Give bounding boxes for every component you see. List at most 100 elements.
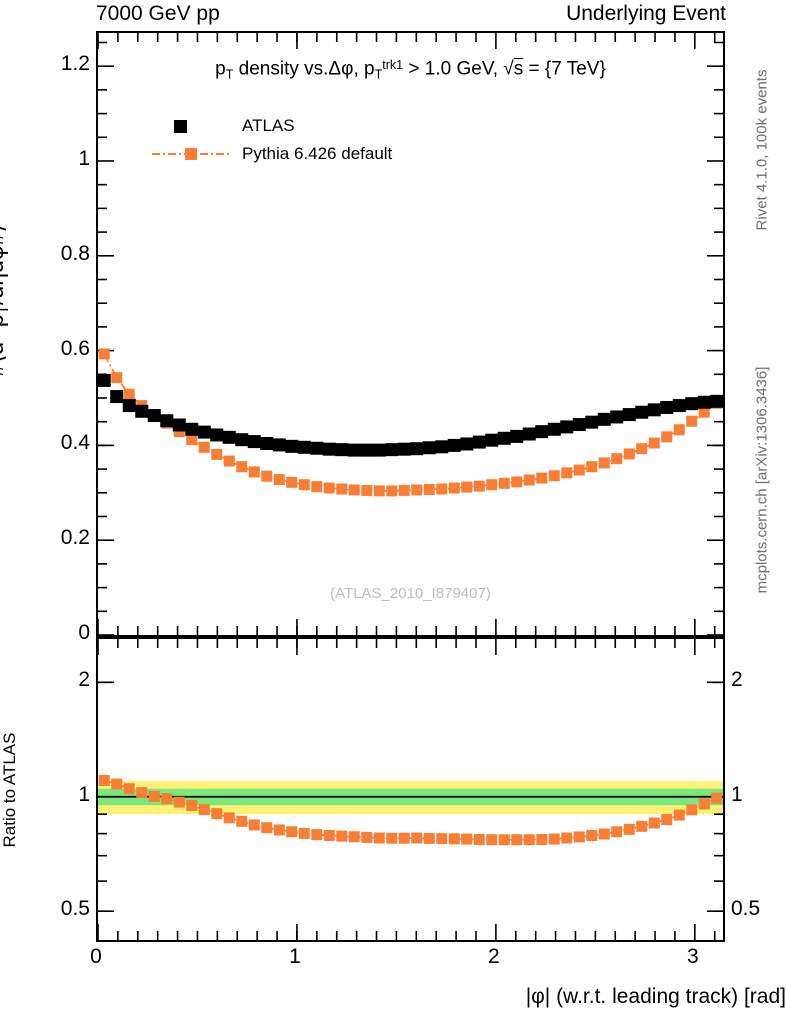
data-point: [698, 798, 710, 810]
data-point: [523, 474, 535, 486]
legend-entry-pythia[interactable]: Pythia 6.426 default: [152, 140, 392, 168]
data-point: [210, 428, 224, 442]
ratio-data-points: [98, 774, 723, 846]
data-point: [561, 467, 573, 479]
ratio-y-tick-label-right: 2: [731, 668, 743, 692]
data-point: [360, 443, 374, 457]
data-point: [686, 804, 698, 816]
data-point: [398, 832, 410, 844]
data-point: [235, 433, 249, 447]
data-point: [285, 439, 299, 453]
data-point: [361, 484, 373, 496]
data-point: [222, 430, 236, 444]
legend-marker-atlas-icon: [152, 116, 230, 136]
data-point: [211, 448, 223, 460]
data-point: [386, 485, 398, 497]
data-point: [323, 829, 335, 841]
data-point: [448, 833, 460, 845]
data-point: [122, 399, 136, 413]
right-caption-generator: Rivet 4.1.0, 100k events: [753, 69, 771, 231]
data-point: [472, 435, 486, 449]
data-point: [172, 418, 186, 432]
data-point: [461, 833, 473, 845]
data-point: [623, 448, 635, 460]
data-point: [536, 472, 548, 484]
data-point: [247, 435, 261, 449]
y-tick-label: 1: [78, 146, 90, 170]
legend-label-atlas: ATLAS: [242, 116, 295, 135]
data-point: [160, 414, 174, 428]
data-point: [660, 400, 674, 414]
data-point: [435, 440, 449, 454]
data-point: [436, 833, 448, 845]
plot-title: pT density vs.Δφ, pTtrk1 > 1.0 GeV, √s =…: [215, 58, 606, 82]
legend-entry-atlas[interactable]: ATLAS: [152, 112, 392, 140]
data-point: [98, 348, 110, 360]
data-point: [286, 826, 298, 838]
data-point: [310, 441, 324, 455]
data-point: [686, 415, 698, 427]
data-point: [547, 422, 561, 436]
data-point: [636, 443, 648, 455]
data-point: [135, 404, 149, 418]
data-point: [336, 830, 348, 842]
x-axis-label: |φ| (w.r.t. leading track) [rad]: [525, 985, 786, 1008]
data-point: [611, 453, 623, 465]
data-point: [636, 820, 648, 832]
data-point: [348, 831, 360, 843]
data-point: [610, 410, 624, 424]
data-point: [572, 418, 586, 432]
data-point: [648, 817, 660, 829]
atlas-data-points: [97, 373, 724, 457]
data-point: [260, 436, 274, 450]
data-point: [148, 790, 160, 802]
data-point: [535, 425, 549, 439]
data-point: [473, 480, 485, 492]
data-point: [298, 827, 310, 839]
ratio-y-tick-label: 2: [78, 668, 90, 692]
data-point: [298, 479, 310, 491]
data-point: [273, 824, 285, 836]
data-point: [372, 443, 386, 457]
data-point: [410, 442, 424, 456]
data-point: [361, 831, 373, 843]
y-tick-label: 0.2: [60, 526, 90, 550]
data-point: [223, 812, 235, 824]
data-point: [672, 399, 686, 413]
legend-label-pythia: Pythia 6.426 default: [242, 144, 393, 163]
data-point: [598, 457, 610, 469]
ratio-y-tick-label-right: 0.5: [731, 897, 761, 921]
data-point: [510, 429, 524, 443]
data-point: [198, 804, 210, 816]
data-point: [635, 405, 649, 419]
data-point: [398, 484, 410, 496]
data-point: [335, 443, 349, 457]
data-point: [111, 372, 123, 384]
data-point: [623, 823, 635, 835]
data-point: [460, 437, 474, 451]
data-point: [598, 828, 610, 840]
data-point: [261, 822, 273, 834]
y-tick-labels-ratio-left: 0.5 1 2: [0, 637, 90, 942]
data-point: [685, 397, 699, 411]
data-point: [486, 834, 498, 846]
data-point: [248, 466, 260, 478]
x-tick-labels: 0 1 2 3: [90, 945, 725, 975]
data-point: [622, 408, 636, 422]
data-point: [147, 409, 161, 423]
data-point: [710, 394, 724, 408]
data-point: [561, 832, 573, 844]
mc-data-points: [98, 348, 723, 497]
data-point: [697, 395, 711, 409]
data-point: [161, 793, 173, 805]
data-point: [323, 482, 335, 494]
data-point: [197, 425, 211, 439]
data-point: [223, 455, 235, 467]
y-tick-label: 1.2: [60, 52, 90, 76]
data-point: [311, 481, 323, 493]
data-point: [511, 834, 523, 846]
right-caption-source: mcplots.cern.ch [arXiv:1306.3436]: [753, 366, 771, 594]
data-point: [422, 441, 436, 455]
data-point: [586, 829, 598, 841]
data-point: [447, 438, 461, 452]
